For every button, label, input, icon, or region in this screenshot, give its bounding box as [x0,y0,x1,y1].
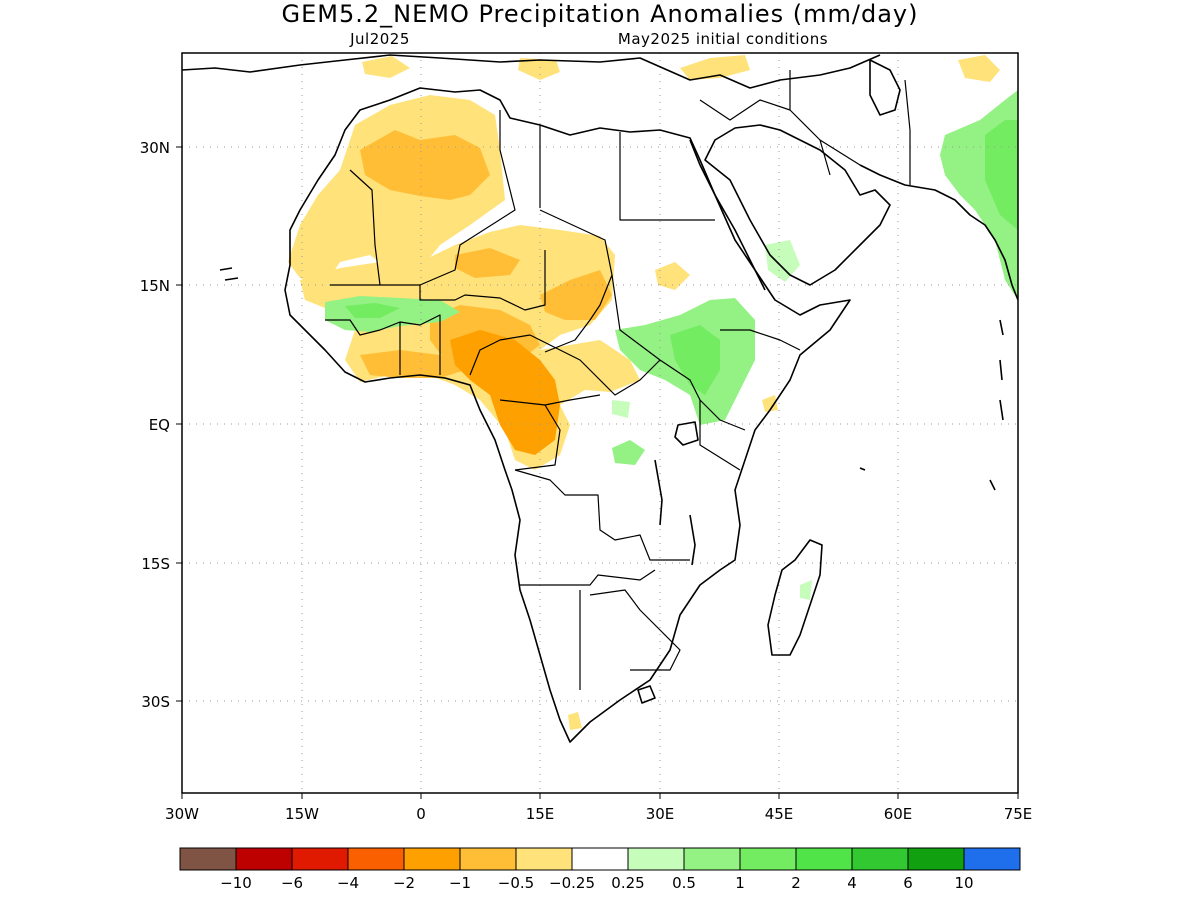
anomaly-dry-chad [540,270,612,320]
colorbar-label: 4 [847,874,857,892]
colorbar-label: −4 [337,874,359,892]
anomaly-dry-libya-strip [362,56,410,78]
anomaly-wet-india-core [985,120,1018,230]
anomaly-dry-sudan [655,262,690,290]
colorbar-label: 0.5 [672,874,696,892]
lat-tick-label: 15S [141,555,170,573]
colorbar-label: −6 [281,874,303,892]
lake-tanganyika [654,459,663,526]
anomaly-dry-kenya [762,395,778,412]
colorbar-swatch [571,847,629,871]
border-east-africa [659,329,801,471]
anomaly-dry-guinea-coast [360,350,465,378]
south-asia-coastline [859,164,1018,301]
border-algeria [349,110,516,286]
lon-tick-label: 30W [165,805,199,823]
colorbar-swatch [459,847,517,871]
lesotho-border [637,685,656,704]
anomaly-dry-caspian [958,55,1000,82]
colorbar-swatch [907,847,965,871]
colorbar-label: −0.25 [549,874,595,892]
anomaly-wet-madagascar [800,580,812,600]
lon-tick-label: 15E [526,805,555,823]
colorbar-swatch [683,847,741,871]
lake-malawi [689,514,696,566]
caspian-coast [869,59,901,116]
colorbar-swatch [179,847,237,871]
border-chad-sudan [539,209,661,361]
anomaly-dry-aegean [680,55,750,80]
lon-tick-label: 15W [285,805,319,823]
colorbar-label: 0.25 [611,874,644,892]
colorbar-label: 10 [954,874,973,892]
anomaly-wet-ethiopia-core [670,325,720,395]
africa-coastline [284,87,851,743]
coastlines [182,54,1018,743]
forecast-month: Jul2025 [349,30,410,48]
colorbar-label: 6 [903,874,913,892]
lat-tick-label: 30S [141,693,170,711]
lake-victoria [674,421,699,446]
initial-conditions: May2025 initial conditions [618,30,828,48]
colorbar-label: 2 [791,874,801,892]
border-sahel [330,250,546,311]
colorbar: −10 −6 −4 −2 −1 −0.5 −0.25 0.25 0.5 1 2 4 6 10 [179,847,1021,892]
arabia-coastline [704,124,891,286]
colorbar-swatch [403,847,461,871]
colorbar-swatch [515,847,573,871]
lat-axis: 30N 15N EQ 15S 30S [140,139,182,711]
colorbar-swatch [291,847,349,871]
colorbar-swatch [963,847,1021,871]
red-sea-coast [689,139,766,291]
colorbar-label: −1 [449,874,471,892]
colorbar-swatch [235,847,293,871]
border-west-africa [325,314,531,376]
seychelles [859,467,996,491]
colorbar-swatch [851,847,909,871]
colorbar-label: 1 [735,874,745,892]
lon-tick-label: 0 [416,805,426,823]
border-libya-egypt [539,125,715,221]
lat-tick-label: 15N [140,277,170,295]
anomaly-wet-red-sea [765,240,800,282]
colorbar-swatch [739,847,797,871]
colorbar-label: −0.5 [498,874,534,892]
colorbar-swatch [627,847,685,871]
colorbar-label: −10 [220,874,252,892]
map-title: GEM5.2_NEMO Precipitation Anomalies (mm/… [282,0,919,28]
colorbar-label: −2 [393,874,415,892]
border-central-africa [499,334,661,471]
anomaly-wet-congo2 [612,400,630,418]
country-borders [325,70,911,690]
lon-tick-label: 45E [765,805,794,823]
lat-tick-label: 30N [140,139,170,157]
lon-axis: 30W 15W 0 15E 30E 45E 60E 75E [165,793,1032,823]
lon-tick-label: 75E [1004,805,1033,823]
colorbar-swatch [347,847,405,871]
lat-tick-label: EQ [149,416,170,434]
lon-tick-label: 60E [884,805,913,823]
lon-tick-label: 30E [646,805,675,823]
anomaly-dry-mali [455,248,520,278]
colorbar-swatch [795,847,853,871]
mediterranean-north-coast [182,54,881,89]
border-southern-africa [514,469,690,690]
map-area [182,53,1018,793]
border-middle-east [699,70,911,185]
anomaly-wet-congo [612,440,645,465]
anomaly-dry-med [518,58,560,80]
canary-islands [219,267,239,281]
anomaly-wet-w-africa-core [345,303,400,318]
map-frame [181,52,1019,794]
maldives [999,319,1004,421]
anomaly-dry-s-africa [568,712,582,730]
madagascar-coastline [767,539,823,656]
